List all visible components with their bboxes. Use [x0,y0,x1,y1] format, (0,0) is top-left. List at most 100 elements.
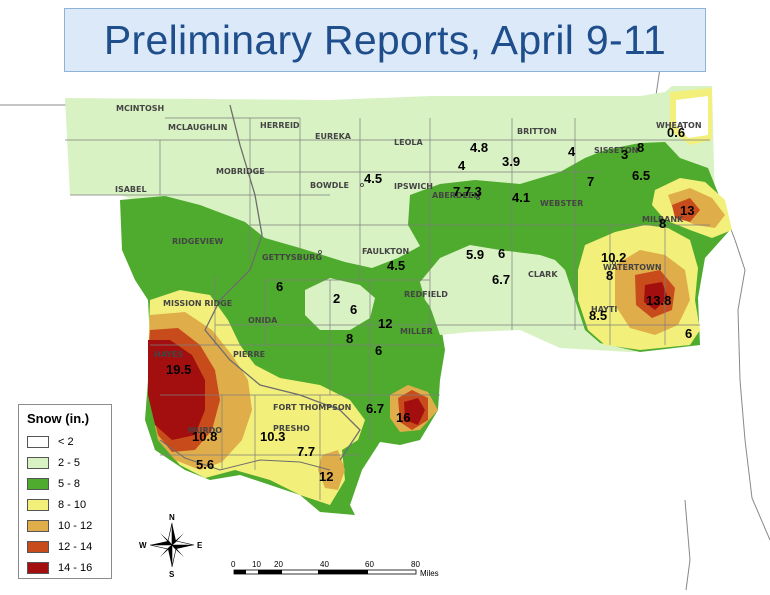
compass-rose: N E S W [139,513,203,579]
town-label: IPSWICH [394,182,433,191]
town-label: HERREID [260,121,300,130]
snow-report: 7.7 [297,444,315,459]
snow-report: 3.9 [502,154,520,169]
scale-tick: 80 [411,560,420,569]
missouri-river [204,104,361,461]
town-label: EUREKA [315,132,352,141]
snow-report: 8 [346,331,353,346]
town-label: ONIDA [248,316,278,325]
snow-report: 0.6 [667,125,685,140]
town-label: ISABEL [115,185,147,194]
snow-report: 13 [680,203,694,218]
town-labels: MCINTOSH MCLAUGHLIN HERREID EUREKA LEOLA… [115,104,702,435]
snow-zone-2-5-patch-east [420,252,580,345]
town-label: MURDO [188,426,222,435]
compass-north: N [169,513,175,522]
town-label: WATERTOWN [603,263,662,272]
town-label: MCINTOSH [116,104,164,113]
snow-report: 10.8 [192,429,217,444]
legend-swatch [27,541,49,553]
snow-report: 4.1 [512,190,530,205]
snow-zone-14-16-ft-thompson [404,398,425,425]
scale-tick: 20 [274,560,283,569]
legend-item: 14 - 16 [27,561,92,575]
legend-label: 10 - 12 [58,520,93,532]
snow-zone-light-ne [676,96,708,138]
snow-report: 3 [621,147,628,162]
legend-swatch [27,499,49,511]
legend-swatch [27,457,49,469]
snow-report: 6 [685,326,692,341]
legend-item: < 2 [27,435,74,449]
snow-report: 10.2 [601,250,626,265]
scale-bar: 0 10 20 40 60 80 Miles [231,560,439,578]
legend-swatch [27,520,49,532]
snow-report: 4 [458,158,466,173]
snow-report: 6.7 [366,401,384,416]
legend-swatch [27,478,49,490]
snow-report: 4.5 [387,258,405,273]
snow-report: 8 [606,268,613,283]
legend-swatch [27,562,49,574]
snow-report: 7.7.3 [453,184,482,199]
snow-report: 5.6 [196,457,214,472]
snow-report: 6 [498,246,505,261]
snow-zone-10-12-south [318,450,345,490]
town-label: MISSION RIDGE [163,299,232,308]
legend-label: < 2 [58,436,74,448]
town-label: MOBRIDGE [216,167,265,176]
snow-report: 6 [276,279,283,294]
scale-unit: Miles [420,569,439,578]
town-label: MCLAUGHLIN [168,123,227,132]
compass-west: W [139,541,147,550]
snow-report: 12 [378,316,392,331]
snow-report: 4.5 [364,171,382,186]
snow-report: 4.8 [470,140,488,155]
scale-tick: 60 [365,560,374,569]
scale-tick: 10 [252,560,261,569]
town-label: WHEATON [656,121,702,130]
snow-report: 12 [319,469,333,484]
legend-label: 14 - 16 [58,562,93,574]
legend-label: 2 - 5 [58,457,81,469]
snow-report-values: 4.8 0.6 4 3.9 4 3 8 7 4.5 7.7.3 6.5 4.1 … [166,125,694,484]
legend-swatch [27,436,49,448]
town-label: WEBSTER [540,199,583,208]
snow-report: 8 [659,216,666,231]
city-markers [318,183,616,265]
snow-report: 2 [333,291,340,306]
snow-report: 8.5 [589,308,607,323]
legend-label: 12 - 14 [58,541,93,553]
legend-item: 5 - 8 [27,477,80,491]
snow-zone-2-5-patch [305,278,375,330]
snow-legend: Snow (in.) < 2 2 - 5 5 - 8 8 - 10 10 - 1… [18,404,112,579]
town-label: PRESHO [273,424,310,433]
snow-report: 7 [587,174,594,189]
legend-label: 5 - 8 [58,478,81,490]
town-label: HAYES [154,350,183,359]
snow-report: 4 [568,144,576,159]
legend-title: Snow (in.) [27,411,90,426]
scale-tick: 0 [231,560,236,569]
town-label: MILBANK [642,215,684,224]
town-label: FAULKTON [362,247,409,256]
town-label: GETTYSBURG [262,253,322,262]
snow-zone-14-16-east [644,282,668,310]
town-label: CLARK [528,270,558,279]
map-title: Preliminary Reports, April 9-11 [103,16,667,63]
snow-report: 10.3 [260,429,285,444]
legend-label: 8 - 10 [58,499,87,511]
snow-report: 5.9 [466,247,484,262]
town-label: BOWDLE [310,181,349,190]
town-label: REDFIELD [404,290,448,299]
scale-tick: 40 [320,560,329,569]
snow-zone-14-16-west [148,340,205,440]
snow-report: 6 [375,343,382,358]
legend-item: 10 - 12 [27,519,92,533]
compass-east: E [197,541,203,550]
map-title-box: Preliminary Reports, April 9-11 [64,8,706,72]
town-label: FORT THOMPSON [273,403,351,412]
town-label: MILLER [400,327,433,336]
snow-report: 19.5 [166,362,191,377]
